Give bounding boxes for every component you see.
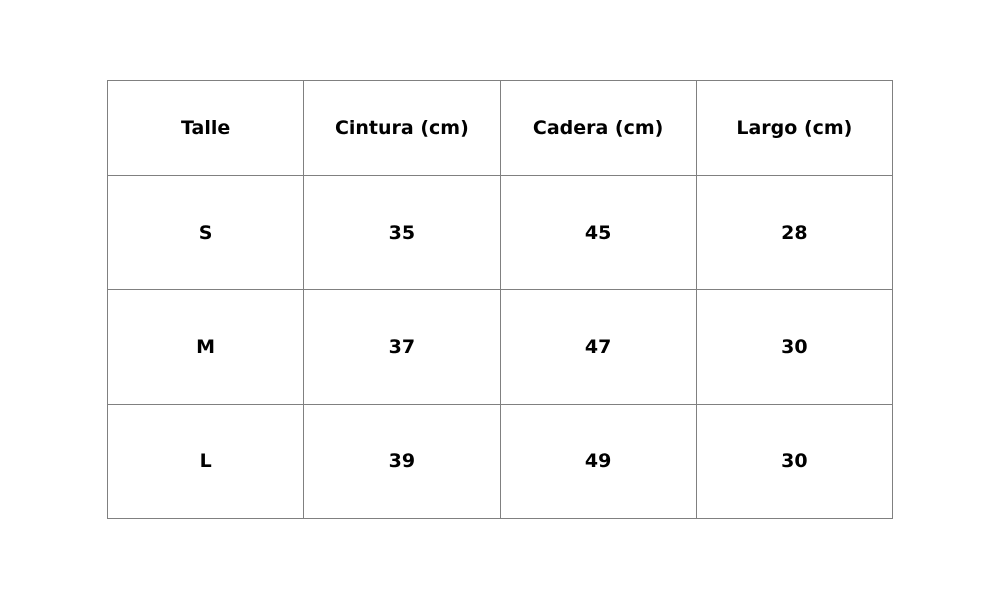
table-cell: 37 bbox=[303, 289, 501, 405]
table-cell: 30 bbox=[695, 289, 894, 405]
table-cell: 35 bbox=[303, 174, 501, 291]
header-largo: Largo (cm) bbox=[695, 80, 894, 176]
table-cell: 47 bbox=[499, 289, 697, 405]
table-cell: S bbox=[106, 174, 305, 291]
header-row: Talle Cintura (cm) Cadera (cm) Largo (cm… bbox=[106, 80, 894, 176]
table-row: M 37 47 30 bbox=[106, 289, 894, 405]
table-cell: 39 bbox=[303, 403, 501, 520]
table-cell: 30 bbox=[695, 403, 894, 520]
table-cell: M bbox=[106, 289, 305, 405]
table-cell: 28 bbox=[695, 174, 894, 291]
table-cell: 49 bbox=[499, 403, 697, 520]
header-talle: Talle bbox=[106, 80, 305, 176]
header-cadera: Cadera (cm) bbox=[499, 80, 697, 176]
size-chart-table: Talle Cintura (cm) Cadera (cm) Largo (cm… bbox=[106, 80, 894, 520]
header-cintura: Cintura (cm) bbox=[303, 80, 501, 176]
table-row: S 35 45 28 bbox=[106, 174, 894, 291]
table-row: L 39 49 30 bbox=[106, 403, 894, 520]
table-cell: L bbox=[106, 403, 305, 520]
table-cell: 45 bbox=[499, 174, 697, 291]
